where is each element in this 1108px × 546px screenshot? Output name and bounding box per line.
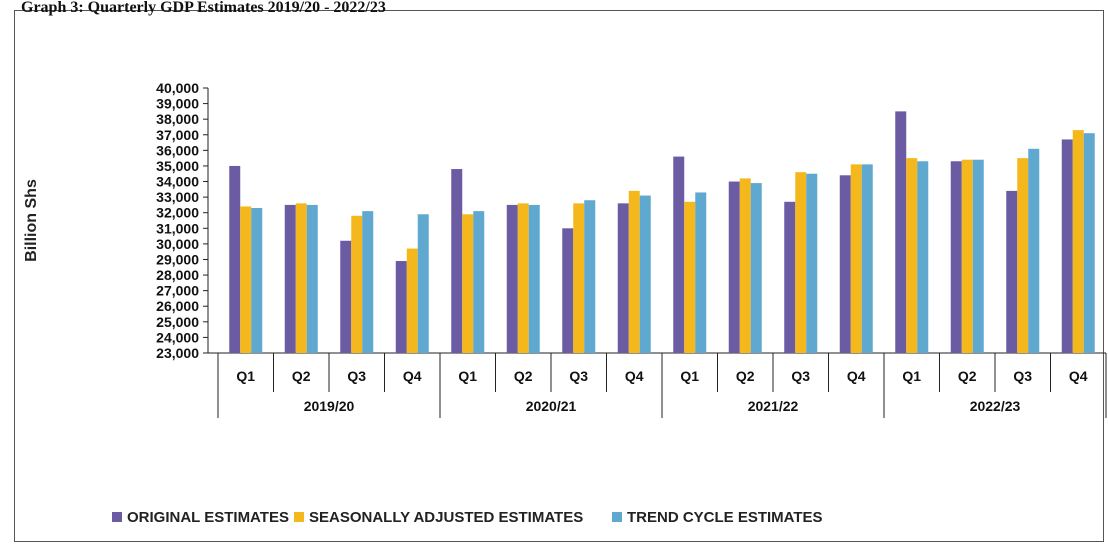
bar <box>573 203 585 353</box>
x-group-label: 2021/22 <box>748 398 799 414</box>
x-group-label: 2019/20 <box>304 398 355 414</box>
legend-label: TREND CYCLE ESTIMATES <box>627 509 823 526</box>
bar <box>895 111 907 353</box>
y-tick-label: 30,000 <box>156 236 199 252</box>
x-tick-label: Q4 <box>1069 368 1088 384</box>
y-tick-label: 37,000 <box>156 127 199 143</box>
bar <box>795 172 807 353</box>
bar <box>451 169 463 353</box>
bar <box>972 159 984 353</box>
bar <box>1006 190 1018 353</box>
legend-swatch <box>112 512 122 522</box>
x-tick-label: Q1 <box>458 368 477 384</box>
y-tick-label: 35,000 <box>156 158 199 174</box>
bar <box>1083 133 1095 353</box>
bar <box>462 214 474 353</box>
y-tick-label: 29,000 <box>156 251 199 267</box>
bar <box>562 228 574 353</box>
bar <box>839 175 851 353</box>
x-tick-label: Q4 <box>625 368 644 384</box>
page-title: Graph 3: Quarterly GDP Estimates 2019/20… <box>21 0 386 16</box>
bar <box>1072 130 1084 353</box>
bar <box>473 211 485 353</box>
x-tick-label: Q3 <box>569 368 588 384</box>
bar <box>784 201 796 353</box>
bar <box>340 240 352 353</box>
bar <box>1028 148 1040 353</box>
bar <box>639 195 651 353</box>
y-tick-label: 40,000 <box>156 80 199 96</box>
bar <box>950 161 962 353</box>
y-tick-label: 36,000 <box>156 142 199 158</box>
y-tick-label: 23,000 <box>156 345 199 361</box>
y-tick-label: 31,000 <box>156 220 199 236</box>
bar <box>673 156 685 353</box>
bar <box>806 173 818 353</box>
y-tick-label: 27,000 <box>156 283 199 299</box>
x-tick-label: Q1 <box>236 368 255 384</box>
bar <box>861 164 873 353</box>
x-tick-label: Q4 <box>847 368 866 384</box>
bar <box>306 204 318 353</box>
y-tick-label: 24,000 <box>156 329 199 345</box>
bar <box>617 203 629 353</box>
y-tick-label: 39,000 <box>156 96 199 112</box>
bar <box>417 214 429 353</box>
y-tick-label: 26,000 <box>156 298 199 314</box>
bar <box>1061 139 1073 353</box>
x-tick-label: Q3 <box>347 368 366 384</box>
x-tick-label: Q2 <box>736 368 755 384</box>
x-tick-label: Q1 <box>902 368 921 384</box>
x-tick-label: Q2 <box>292 368 311 384</box>
bar <box>229 165 241 353</box>
bar <box>284 204 296 353</box>
bar <box>528 204 540 353</box>
bar <box>850 164 862 353</box>
x-tick-label: Q4 <box>403 368 422 384</box>
bar <box>628 190 640 353</box>
bar <box>506 204 518 353</box>
bar <box>961 159 973 353</box>
bar <box>728 181 740 353</box>
y-axis-title: Billion Shs <box>23 179 40 262</box>
y-tick-label: 33,000 <box>156 189 199 205</box>
x-group-label: 2020/21 <box>526 398 577 414</box>
legend-label: SEASONALLY ADJUSTED ESTIMATES <box>309 509 583 526</box>
bar <box>1017 158 1029 353</box>
bar <box>295 203 307 353</box>
y-tick-label: 38,000 <box>156 111 199 127</box>
bar <box>695 192 707 353</box>
y-tick-label: 34,000 <box>156 174 199 190</box>
x-tick-label: Q3 <box>791 368 810 384</box>
y-tick-label: 32,000 <box>156 205 199 221</box>
legend-swatch <box>612 512 622 522</box>
x-tick-label: Q1 <box>680 368 699 384</box>
bar <box>395 261 407 353</box>
bar <box>240 206 252 353</box>
bar <box>362 211 374 353</box>
bar <box>917 161 929 353</box>
legend-label: ORIGINAL ESTIMATES <box>127 509 289 526</box>
bar <box>684 201 696 353</box>
y-tick-label: 28,000 <box>156 267 199 283</box>
bar <box>251 208 263 353</box>
bar <box>517 203 529 353</box>
bar <box>406 248 418 353</box>
chart-frame: Graph 3: Quarterly GDP Estimates 2019/20… <box>14 0 1104 542</box>
bar <box>750 183 762 353</box>
x-tick-label: Q3 <box>1013 368 1032 384</box>
x-tick-label: Q2 <box>514 368 533 384</box>
bar <box>739 178 751 353</box>
x-tick-label: Q2 <box>958 368 977 384</box>
bar <box>351 215 363 353</box>
bar <box>584 200 596 353</box>
bar <box>906 158 918 353</box>
legend-swatch <box>294 512 304 522</box>
x-group-label: 2022/23 <box>970 398 1021 414</box>
y-tick-label: 25,000 <box>156 314 199 330</box>
